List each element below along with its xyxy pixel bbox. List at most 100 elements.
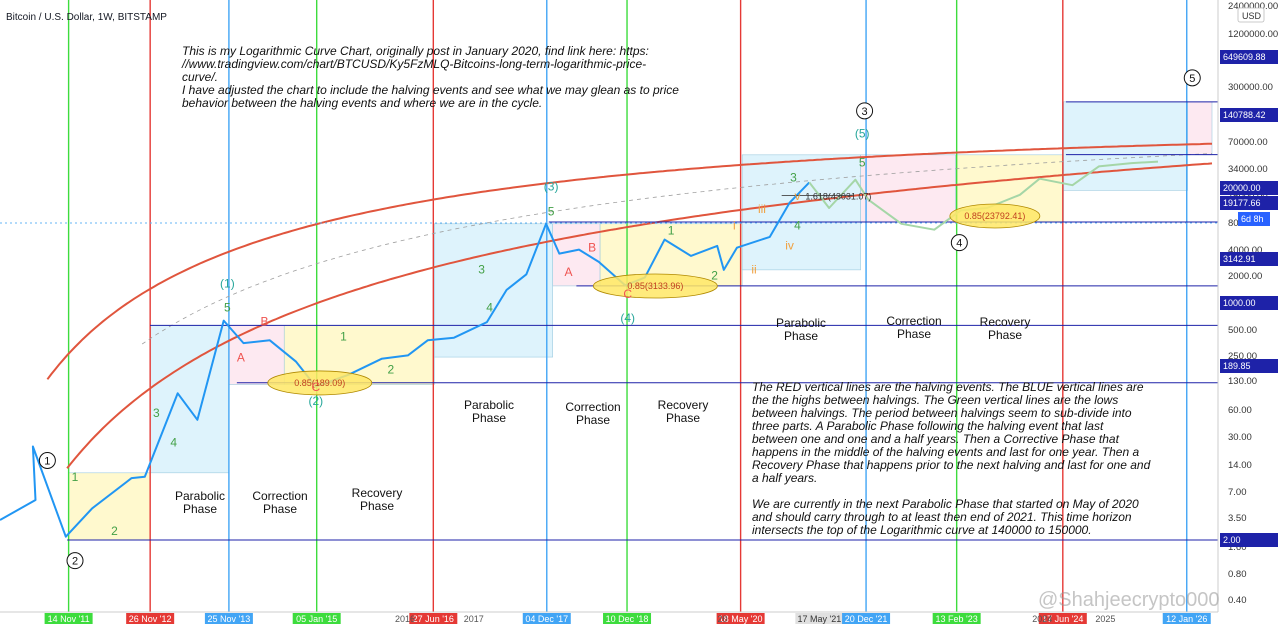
bottom-note-line: The RED vertical lines are the halving e… [752, 380, 1144, 394]
phase-label: Parabolic [175, 489, 225, 503]
price-tick: 300000.00 [1228, 82, 1273, 93]
circled-wave-marker [856, 102, 874, 120]
phase-box [860, 154, 956, 223]
wave-label: 5 [548, 205, 555, 219]
date-tag: 04 Dec '17 [525, 614, 568, 624]
price-tick: 2400000.00 [1228, 1, 1278, 12]
price-tick: 1.60 [1228, 542, 1247, 553]
price-tick: 30.00 [1228, 432, 1252, 443]
wave-label: 2 [111, 524, 118, 538]
phase-label: Phase [263, 502, 297, 516]
date-tag: 27 Jun '16 [413, 614, 454, 624]
phase-box [68, 472, 151, 541]
date-tick: 2016 [395, 614, 415, 624]
date-tag-bg [716, 613, 765, 624]
wave-label: 2 [387, 362, 394, 376]
phase-box [741, 154, 861, 271]
fib-ellipse [949, 203, 1041, 229]
price-tag-bg [1220, 181, 1278, 195]
date-tick: 2025 [1095, 614, 1115, 624]
top-note-line: This is my Logarithmic Curve Chart, orig… [182, 44, 649, 58]
price-tag-bg [1220, 533, 1278, 547]
phase-label: Correction [252, 489, 307, 503]
phase-label: Recovery [352, 486, 403, 500]
bottom-note-line: intersects the top of the Logarithmic cu… [752, 523, 1092, 537]
price-tag: 140788.42 [1223, 110, 1266, 120]
top-note-line: behavior between the halving events and … [182, 96, 542, 110]
circled-wave-marker [38, 452, 56, 469]
circled-wave-marker [950, 234, 968, 252]
top-note-line: curve/. [182, 70, 218, 84]
wave-label: 1 [340, 329, 347, 343]
wave-label: 1 [72, 470, 79, 484]
date-tick: 20 [717, 614, 727, 624]
price-tag: 3142.91 [1223, 254, 1256, 264]
price-tag-bg [1238, 212, 1270, 226]
price-tick: 250.00 [1228, 351, 1257, 362]
phase-label: Recovery [658, 398, 709, 412]
wave-label: ii [751, 263, 756, 277]
price-tag: 20000.00 [1223, 183, 1261, 193]
date-tag: 12 Jan '26 [1166, 614, 1207, 624]
wave-label: B [261, 314, 269, 328]
phase-label: Phase [988, 328, 1022, 342]
fib-label: 0.85(189.09) [294, 378, 345, 388]
chart-title: Bitcoin / U.S. Dollar, 1W, BITSTAMP [6, 12, 167, 23]
price-tag-bg [1220, 196, 1278, 210]
date-axis: 14 Nov '11 26 Nov '12 25 Nov '13 05 Jan '15… [0, 611, 1218, 624]
price-tick: 3.50 [1228, 513, 1247, 524]
price-tick: 34000.00 [1228, 164, 1268, 175]
date-tag-bg [126, 613, 175, 624]
wave-label: A [237, 351, 245, 365]
price-tick: 0.80 [1228, 569, 1247, 580]
log-curve-mid [141, 153, 1213, 345]
bottom-note: The RED vertical lines are the halving e… [752, 380, 1151, 537]
price-tag-bg [1220, 359, 1278, 373]
wave-label: 5 [224, 300, 231, 314]
circled-wave-label: 5 [1189, 73, 1195, 85]
price-tag: 649609.88 [1223, 52, 1266, 62]
date-tag: 18 May '20 [719, 614, 763, 624]
wave-label: (5) [855, 127, 870, 141]
date-tag: 26 Nov '12 [129, 614, 172, 624]
price-tick: 4000.00 [1228, 245, 1262, 256]
date-tag-bg [409, 613, 458, 624]
phase-label: Parabolic [776, 316, 826, 330]
date-tag-bg [932, 613, 981, 624]
wave-label: 4 [170, 436, 177, 450]
bottom-note-line: happens in the middle of the halving eve… [752, 445, 1139, 459]
currency-label: USD [1242, 11, 1262, 21]
wave-label: A [564, 265, 572, 279]
bottom-note-line: between one and one and a half years. Th… [752, 432, 1120, 446]
price-tag: 6d 8h [1241, 214, 1264, 224]
price-tick: 2000.00 [1228, 271, 1262, 282]
price-tick: 60.00 [1228, 405, 1252, 416]
phase-label: Phase [897, 327, 931, 341]
watermark: @Shahjeecrypto000 [1038, 589, 1220, 611]
date-tag: 25 Nov '13 [208, 614, 251, 624]
date-tag-bg [603, 613, 652, 624]
date-tag: 17 May '21 [797, 614, 841, 624]
bottom-note-line: We are currently in the next Parabolic P… [752, 497, 1139, 511]
wave-label: iii [758, 202, 766, 216]
wave-label: v [794, 189, 800, 203]
price-axis: 2400000.001200000.00600000.00300000.0014… [1217, 0, 1284, 612]
price-tag-bg [1220, 296, 1278, 310]
price-tag: 189.85 [1223, 361, 1251, 371]
price-line [0, 181, 811, 538]
phase-label: Phase [576, 413, 610, 427]
circled-wave-label: 4 [956, 238, 962, 250]
wave-label: iv [785, 239, 794, 253]
wave-label: 2 [711, 268, 718, 282]
date-tag: 17 Jun '24 [1042, 614, 1083, 624]
currency-badge [1237, 7, 1265, 23]
log-curve-lower [66, 162, 1213, 469]
wave-label: B [588, 241, 596, 255]
wave-label: 3 [478, 263, 485, 277]
wave-label: C [311, 380, 320, 394]
date-tag-bg [1162, 613, 1211, 624]
date-tag: 20 Dec '21 [845, 614, 888, 624]
price-tag-bg [1220, 252, 1278, 266]
price-tag-bg [1220, 108, 1278, 122]
